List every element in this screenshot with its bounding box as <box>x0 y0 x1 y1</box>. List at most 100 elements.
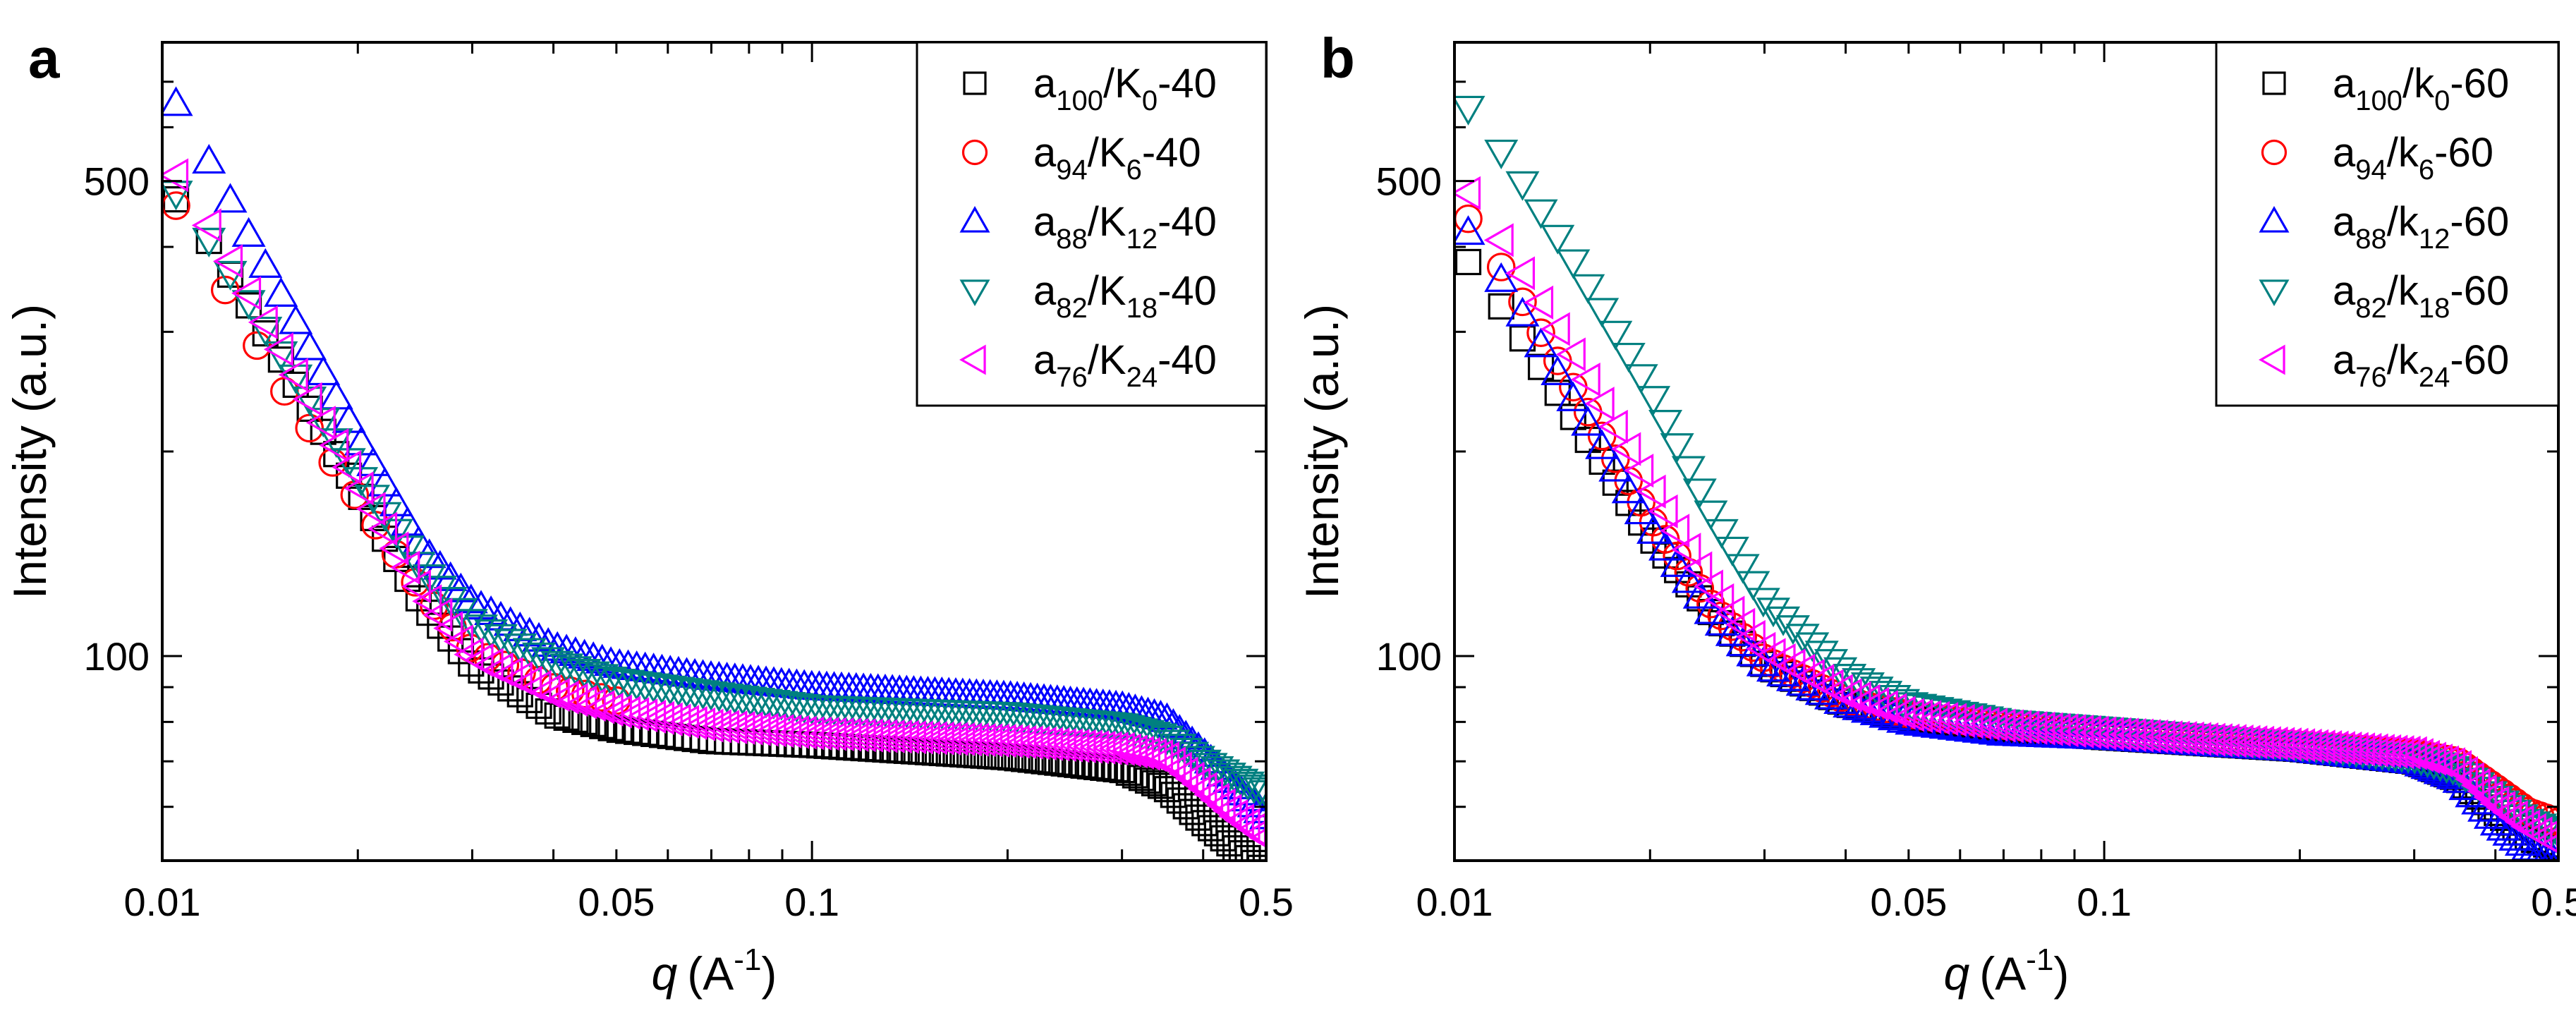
data-point <box>1671 456 1706 486</box>
data-point <box>2299 729 2329 763</box>
data-point <box>1660 433 1694 463</box>
data-point <box>602 694 632 729</box>
data-point <box>192 227 226 257</box>
legend-entry: a100/K0-40 <box>963 61 1217 116</box>
data-point <box>2364 734 2395 768</box>
data-point <box>1040 727 1070 762</box>
data-point <box>1181 767 1211 801</box>
data-point <box>1486 253 1516 281</box>
data-point <box>390 550 420 585</box>
x-tick-label: 0.1 <box>2077 880 2132 924</box>
data-point <box>344 471 374 506</box>
data-point <box>1488 293 1514 320</box>
data-point <box>306 408 341 438</box>
data-point <box>794 716 825 751</box>
y-axis-title-b: Intensity (a.u.) <box>1296 304 1348 599</box>
data-point <box>993 724 1023 758</box>
data-point <box>2397 736 2427 770</box>
data-point <box>2345 732 2376 767</box>
data-point <box>2371 734 2402 768</box>
data-point <box>1693 569 1723 604</box>
data-point <box>1725 607 1756 642</box>
data-point <box>1193 777 1224 812</box>
data-point <box>1137 738 1167 772</box>
data-point <box>379 531 409 566</box>
data-point <box>2378 734 2408 769</box>
data-point <box>1756 598 1791 628</box>
legend-marker <box>959 206 990 233</box>
data-point <box>319 428 349 463</box>
legend-panel-a: a100/K0-40 a94/K6-40 a88/K12-40 a82/K18-40 a… <box>916 41 1268 407</box>
data-point <box>1199 782 1229 817</box>
legend-entry: a94/k6-60 <box>2261 130 2493 186</box>
legend-marker <box>2259 279 2290 306</box>
data-point <box>1241 849 1266 861</box>
data-point <box>212 244 243 279</box>
data-point <box>2448 756 2478 790</box>
data-point <box>831 717 861 752</box>
data-point <box>1454 248 1482 276</box>
legend-entry: a88/K12-40 <box>959 199 1217 255</box>
data-point <box>931 722 961 756</box>
legend-panel-b: a100/k0-60 a94/k6-60 a88/k12-60 a82/k18-60 a… <box>2215 41 2560 407</box>
data-point <box>910 720 940 755</box>
data-point <box>1484 139 1519 169</box>
data-point <box>1624 495 1658 525</box>
data-point <box>973 723 1003 758</box>
legend-marker <box>959 344 986 375</box>
data-point <box>889 720 919 754</box>
data-point <box>1648 530 1683 561</box>
data-point <box>412 564 446 594</box>
data-point <box>853 718 883 753</box>
legend-entry: a76/k24-60 <box>2259 337 2509 393</box>
data-point <box>952 722 983 757</box>
data-point <box>1505 296 1540 327</box>
data-point <box>1033 727 1063 761</box>
data-point <box>611 696 641 730</box>
data-point <box>580 710 607 737</box>
data-point <box>945 722 976 756</box>
data-point <box>2209 723 2240 758</box>
data-point <box>2216 724 2247 758</box>
data-point <box>593 692 624 727</box>
data-point <box>2265 727 2295 761</box>
data-point <box>1218 765 1253 796</box>
data-point <box>1243 777 1266 807</box>
data-point <box>2352 732 2382 767</box>
legend-label: a82/K18-40 <box>1033 268 1217 324</box>
data-point <box>1663 541 1691 571</box>
data-point <box>1636 474 1666 509</box>
data-point <box>1524 199 1558 229</box>
panel-label-b: b <box>1320 27 1355 90</box>
data-point <box>1660 547 1694 577</box>
data-point <box>2492 815 2527 846</box>
data-point <box>2479 806 2514 836</box>
data-point <box>1540 312 1570 346</box>
data-point <box>2504 826 2539 856</box>
data-point <box>1694 594 1728 624</box>
data-point <box>1814 679 1849 710</box>
data-point <box>2271 727 2302 762</box>
x-tick-label: 0.01 <box>124 880 201 924</box>
data-point <box>1248 780 1266 810</box>
data-point <box>1685 574 1715 603</box>
data-point <box>1066 729 1096 763</box>
legend-label: a94/K6-40 <box>1033 130 1201 186</box>
data-point <box>1707 601 1737 631</box>
data-point <box>924 721 954 756</box>
data-point <box>839 717 869 752</box>
x-tick-label: 0.05 <box>1870 880 1947 924</box>
data-point <box>1611 473 1646 504</box>
data-point <box>1059 729 1090 763</box>
data-point <box>1155 746 1186 781</box>
data-point <box>896 720 926 755</box>
legend-entry: a88/k12-60 <box>2259 199 2509 255</box>
data-point <box>959 722 989 757</box>
data-point <box>2145 720 2175 754</box>
x-axis-title-a: q (A-1) <box>652 942 777 1000</box>
data-point <box>231 276 262 310</box>
data-point <box>1928 702 1959 736</box>
series-triangle-up-88 <box>162 86 1266 830</box>
data-point <box>319 428 353 459</box>
data-point <box>1225 768 1259 799</box>
